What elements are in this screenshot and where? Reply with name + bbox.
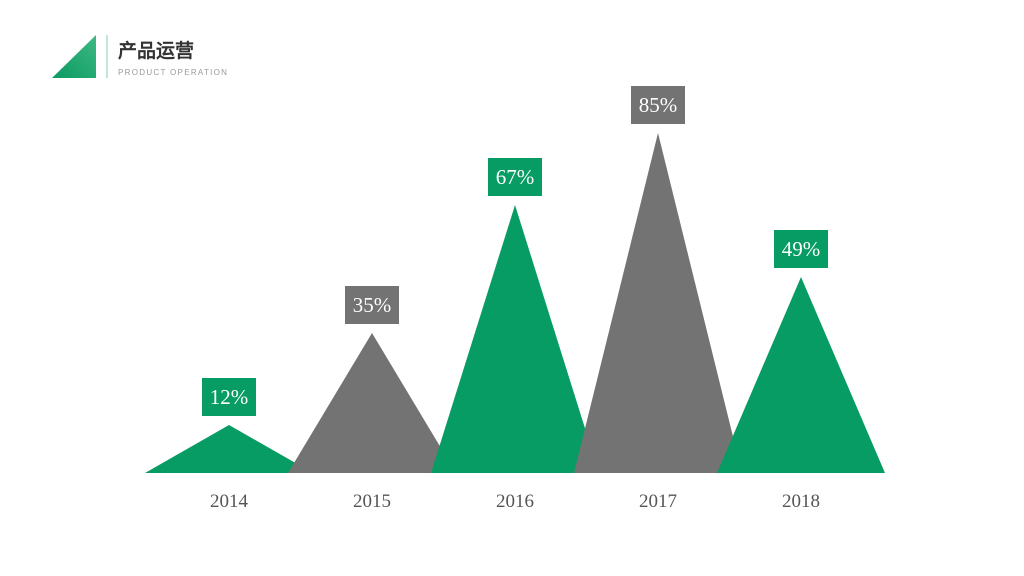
triangle-bar — [574, 133, 742, 473]
value-label: 35% — [353, 293, 392, 317]
triangle-bar — [288, 333, 456, 473]
header-icon — [52, 35, 96, 78]
value-label-box — [488, 158, 542, 196]
x-tick-label: 2014 — [210, 491, 249, 512]
triangle-bar — [431, 205, 599, 473]
x-tick-label: 2015 — [353, 491, 391, 512]
value-label-box — [345, 286, 399, 324]
value-label-box — [774, 230, 828, 268]
value-label: 12% — [210, 385, 249, 409]
value-label-box — [202, 378, 256, 416]
triangle-bar — [145, 425, 313, 473]
value-label-box — [631, 86, 685, 124]
header-title: 产品运营 — [118, 39, 194, 62]
value-label: 67% — [496, 165, 535, 189]
x-tick-label: 2016 — [496, 491, 534, 512]
header-subtitle: PRODUCT OPERATION — [118, 68, 228, 77]
x-tick-label: 2017 — [639, 491, 677, 512]
triangle-bar — [717, 277, 885, 473]
value-label: 49% — [782, 237, 821, 261]
value-label: 85% — [639, 93, 678, 117]
x-tick-label: 2018 — [782, 491, 820, 512]
